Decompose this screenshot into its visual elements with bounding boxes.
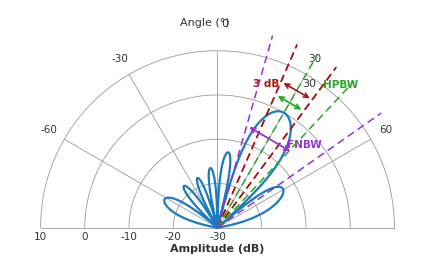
Text: -30: -30 [209,232,225,242]
Text: 0: 0 [81,232,88,242]
Text: 60: 60 [378,125,392,135]
Text: Amplitude (dB): Amplitude (dB) [170,244,264,254]
Text: FNBW: FNBW [286,141,321,150]
Text: 0: 0 [220,20,227,30]
Text: -10: -10 [120,232,137,242]
Text: -30: -30 [112,54,128,64]
Text: 10: 10 [34,232,47,242]
Text: 30: 30 [302,79,316,89]
Text: 3 dB: 3 dB [252,79,279,88]
Text: -60: -60 [40,125,57,135]
Text: Angle (°): Angle (°) [180,18,230,28]
Text: HPBW: HPBW [322,80,357,90]
Text: 30: 30 [308,54,321,64]
Text: -20: -20 [164,232,181,242]
